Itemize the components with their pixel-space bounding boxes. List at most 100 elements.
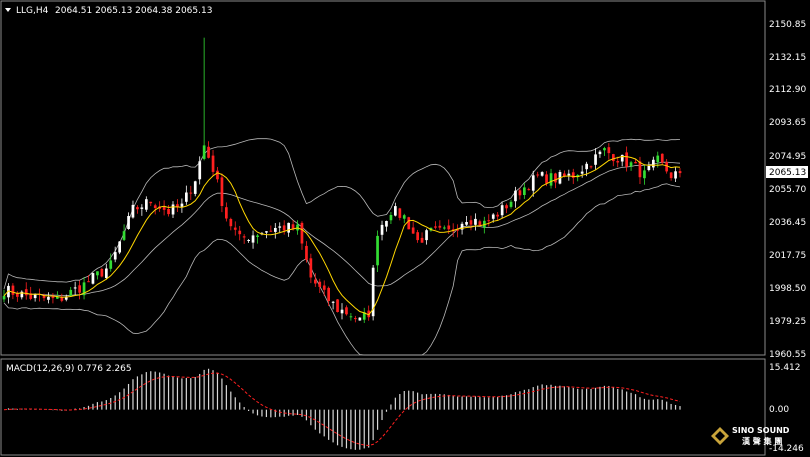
candle-body (153, 205, 157, 208)
symbol-dropdown-icon[interactable] (5, 8, 11, 12)
candle-body (474, 218, 477, 225)
candle-body (447, 225, 451, 230)
candle-body (82, 282, 86, 296)
current-price-box (766, 166, 808, 178)
candle-body (180, 203, 184, 207)
bollinger-lower-line (3, 183, 681, 356)
candle-body (51, 296, 55, 299)
candle-body (589, 166, 593, 168)
candle-body (491, 214, 495, 219)
candle-body (287, 222, 290, 233)
candle-body (567, 173, 571, 176)
candle-body (509, 201, 513, 207)
ohlc-values: 2064.51 2065.13 2064.38 2065.13 (55, 6, 212, 16)
candle-body (669, 172, 673, 179)
candle-body (16, 293, 19, 297)
candle-body (340, 309, 344, 314)
candle-body (24, 289, 28, 296)
candle-body (398, 208, 402, 218)
price-tick-label: 2150.85 (769, 20, 806, 30)
candle-body (131, 204, 135, 218)
candle-body (91, 273, 95, 284)
symbol-label: LLG,H4 (16, 6, 49, 16)
candle-body (20, 291, 24, 298)
macd-signal-line (3, 372, 681, 447)
candle-body (411, 227, 415, 234)
candle-body (305, 245, 308, 260)
candle-body (460, 223, 464, 230)
candle-body (127, 216, 130, 229)
candle-body (576, 175, 580, 177)
candle-body (251, 235, 255, 243)
bollinger-bands (3, 138, 681, 356)
macd-indicator (3, 368, 681, 450)
sino-sound-logo: SINO SOUND 漢 聲 集 團 (711, 426, 790, 446)
candle-body (678, 171, 682, 174)
price-tick-label: 2074.95 (769, 152, 806, 162)
candle-body (96, 271, 99, 276)
candle-body (674, 171, 677, 179)
candle-body (220, 177, 224, 206)
price-tick-label: 2132.15 (769, 53, 806, 63)
price-axis: 2150.85 2132.15 2112.90 2093.65 2074.95 … (769, 20, 806, 360)
candle-body (616, 161, 620, 163)
price-tick-label: 1979.25 (769, 317, 806, 327)
price-tick-label: 2093.65 (769, 118, 806, 128)
candle-body (11, 285, 15, 295)
candle-body (394, 206, 397, 216)
bollinger-upper-line (3, 138, 681, 290)
candle-body (29, 293, 33, 299)
candle-body (198, 161, 202, 180)
candle-body (56, 296, 59, 299)
candle-body (247, 240, 250, 241)
candle-body (420, 237, 424, 243)
candle-body (652, 159, 655, 168)
candle-body (580, 171, 584, 174)
candle-body (549, 173, 553, 186)
candle-body (202, 145, 206, 159)
candle-body (478, 221, 482, 226)
candle-body (47, 296, 50, 300)
candle-body (545, 174, 548, 184)
candle-body (229, 219, 233, 227)
candle-body (185, 192, 188, 202)
candle-body (487, 220, 491, 222)
candle-body (60, 297, 64, 301)
candle-body (42, 295, 46, 299)
price-panel-frame (0, 0, 766, 356)
candle-body (256, 235, 259, 237)
candle-body (643, 170, 646, 179)
candle-body (265, 231, 268, 233)
candle-body (505, 205, 508, 209)
candle-body (145, 199, 148, 210)
macd-panel-frame (0, 358, 766, 456)
candle-body (607, 147, 611, 154)
candle-body (140, 207, 144, 209)
candle-body (322, 285, 326, 290)
candle-body (211, 155, 215, 172)
candle-body (64, 296, 68, 300)
candle-body (376, 235, 379, 266)
price-tick-label: 2036.45 (769, 218, 806, 228)
candle-body (2, 295, 6, 300)
candle-body (585, 163, 588, 170)
candle-body (385, 221, 388, 227)
candle-body (331, 301, 335, 303)
candle-body (105, 268, 108, 278)
price-tick-label: 2017.75 (769, 251, 806, 261)
candle-body (73, 287, 77, 289)
candle-body (100, 269, 104, 277)
candle-body (620, 154, 624, 162)
candle-body (629, 162, 633, 167)
candle-body (189, 192, 193, 194)
candle-body (358, 317, 362, 321)
candle-body (207, 146, 210, 158)
candle-body (291, 224, 295, 229)
candle-body (598, 151, 602, 155)
candle-body (527, 189, 531, 191)
candle-body (571, 172, 575, 178)
price-tick-label: 1998.50 (769, 284, 806, 294)
candle-body (282, 225, 286, 231)
candle-body (113, 252, 117, 260)
